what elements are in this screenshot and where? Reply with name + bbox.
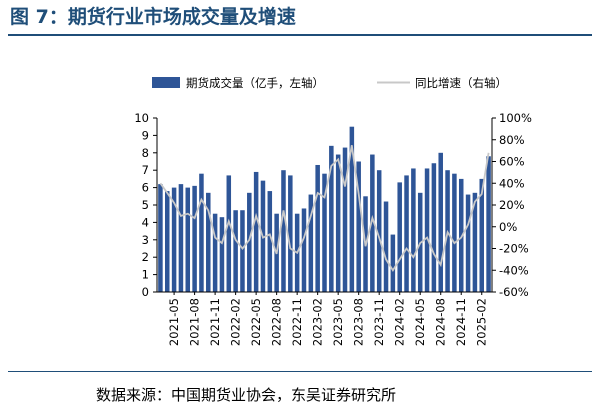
volume-bar bbox=[253, 171, 259, 292]
volume-bar bbox=[370, 154, 375, 292]
y-left-tick-label: 2 bbox=[142, 250, 149, 264]
volume-bar bbox=[411, 168, 416, 292]
y-left-tick-label: 3 bbox=[142, 233, 149, 247]
x-tick-label: 2023-05 bbox=[331, 298, 345, 346]
y-left-tick-label: 5 bbox=[142, 198, 149, 212]
x-tick-label: 2023-11 bbox=[372, 298, 386, 346]
x-tick-label: 2022-05 bbox=[249, 298, 263, 346]
volume-bar bbox=[178, 184, 184, 292]
volume-bar bbox=[438, 152, 443, 292]
volume-bar bbox=[281, 170, 286, 292]
y-left-tick-label: 8 bbox=[142, 146, 149, 160]
title-divider bbox=[8, 34, 592, 36]
x-tick-label: 2023-02 bbox=[311, 298, 325, 346]
volume-growth-chart: 期货成交量（亿手，左轴） 同比增速（右轴） 0 1 2 3 4 5 6 7 8 9 10 -60% -4… bbox=[134, 76, 532, 346]
volume-bar bbox=[212, 213, 218, 292]
volume-bar bbox=[288, 175, 293, 292]
volume-bar bbox=[301, 208, 307, 292]
volume-bar bbox=[171, 187, 177, 292]
volume-bar bbox=[342, 147, 348, 292]
x-tick-label: 2023-08 bbox=[352, 298, 366, 346]
volume-bar bbox=[404, 175, 409, 292]
y-right-tick-label: 40% bbox=[499, 176, 525, 190]
volume-bar bbox=[158, 184, 163, 292]
y-right-tick-label: 100% bbox=[499, 111, 532, 125]
volume-bar bbox=[164, 191, 170, 292]
y-right-tick-label: 60% bbox=[499, 155, 525, 169]
y-left-tick-label: 7 bbox=[142, 163, 149, 177]
volume-bar bbox=[185, 187, 191, 292]
volume-bar bbox=[424, 168, 430, 292]
volume-bar bbox=[192, 185, 197, 292]
x-tick-label: 2022-08 bbox=[270, 298, 284, 346]
x-tick-label: 2021-11 bbox=[208, 298, 222, 346]
x-tick-label: 2022-11 bbox=[290, 298, 304, 346]
volume-bar bbox=[431, 163, 437, 292]
volume-bar bbox=[479, 178, 485, 292]
volume-bar bbox=[452, 173, 457, 292]
y-left-tick-label: 4 bbox=[142, 215, 149, 229]
volume-bar bbox=[356, 161, 361, 292]
x-tick-label: 2024-11 bbox=[454, 298, 468, 346]
volume-bar bbox=[465, 194, 471, 292]
volume-bar bbox=[397, 182, 402, 292]
x-tick-label: 2022-02 bbox=[229, 298, 243, 346]
volume-bar bbox=[226, 175, 232, 292]
y-left-tick-label: 9 bbox=[142, 128, 149, 142]
growth-line bbox=[159, 145, 490, 272]
legend-line-label: 同比增速（右轴） bbox=[415, 76, 507, 90]
volume-bar bbox=[267, 191, 273, 292]
volume-bar bbox=[206, 192, 211, 292]
y-left-tick-label: 0 bbox=[142, 285, 149, 299]
volume-bar bbox=[199, 173, 204, 292]
volume-bar bbox=[472, 192, 478, 292]
y-left-tick-label: 10 bbox=[134, 111, 149, 125]
volume-bar bbox=[219, 217, 225, 292]
y-right-tick-label: -40% bbox=[499, 263, 529, 277]
chart-title: 图 7：期货行业市场成交量及增速 bbox=[10, 6, 296, 28]
volume-bar bbox=[315, 164, 320, 292]
volume-bar bbox=[376, 170, 382, 292]
volume-bar bbox=[458, 178, 464, 292]
volume-bar bbox=[329, 145, 334, 292]
source-note: 数据来源：中国期货业协会，东吴证券研究所 bbox=[96, 386, 397, 404]
volume-bar bbox=[349, 126, 355, 292]
chart-legend: 期货成交量（亿手，左轴） 同比增速（右轴） bbox=[152, 76, 507, 90]
x-tick-label: 2024-05 bbox=[413, 298, 427, 346]
y-right-tick-label: 0% bbox=[499, 220, 517, 234]
volume-bar bbox=[335, 154, 341, 292]
volume-bar bbox=[390, 234, 396, 292]
y-left-tick-label: 1 bbox=[142, 268, 149, 282]
y-right-tick-label: 80% bbox=[499, 133, 525, 147]
y-left-tick-label: 6 bbox=[142, 181, 149, 195]
x-tick-label: 2024-02 bbox=[393, 298, 407, 346]
legend-bar-label: 期货成交量（亿手，左轴） bbox=[186, 76, 324, 90]
y-right-tick-label: -20% bbox=[499, 242, 529, 256]
volume-bar bbox=[240, 210, 245, 292]
volume-bar bbox=[322, 173, 327, 292]
y-right-tick-label: -60% bbox=[499, 285, 529, 299]
volume-bar bbox=[486, 156, 491, 292]
x-tick-label: 2024-08 bbox=[434, 298, 448, 346]
legend-bar-swatch bbox=[152, 77, 180, 88]
volume-bar bbox=[383, 201, 389, 292]
volume-bar bbox=[308, 194, 314, 292]
volume-bar bbox=[233, 210, 238, 292]
source-divider bbox=[8, 371, 592, 372]
x-tick-label: 2021-05 bbox=[167, 298, 181, 346]
x-tick-label: 2025-02 bbox=[475, 298, 489, 346]
x-tick-label: 2021-08 bbox=[188, 298, 202, 346]
volume-bar bbox=[247, 192, 252, 292]
y-right-tick-label: 20% bbox=[499, 198, 525, 212]
